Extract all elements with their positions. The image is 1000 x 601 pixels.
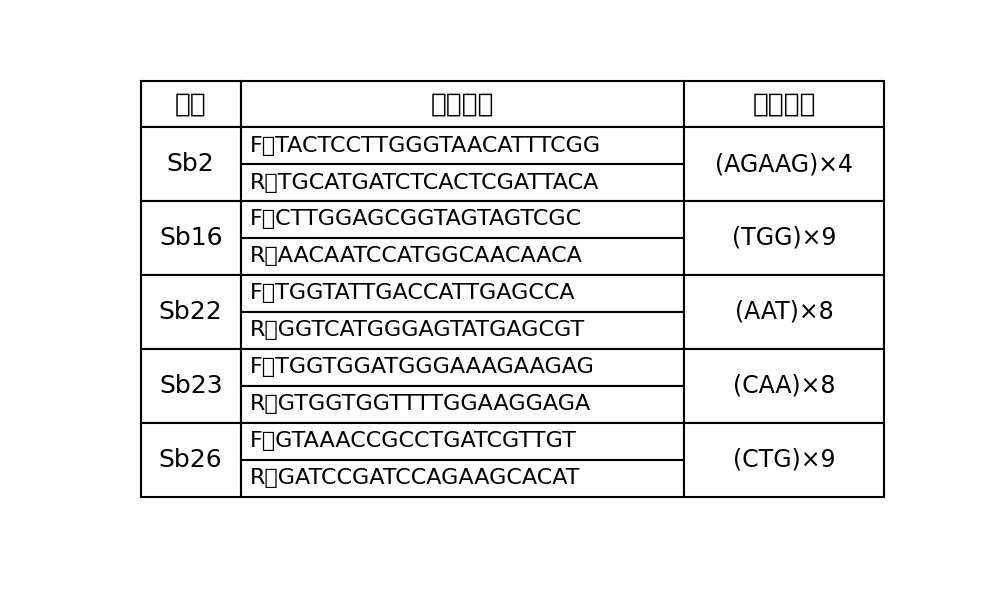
Bar bbox=[241, 238, 684, 275]
Bar bbox=[241, 81, 684, 127]
Bar bbox=[241, 201, 684, 238]
Text: 引物序列: 引物序列 bbox=[431, 91, 494, 117]
Bar bbox=[140, 275, 241, 349]
Bar bbox=[241, 312, 684, 349]
Bar bbox=[241, 349, 684, 386]
Bar bbox=[241, 386, 684, 423]
Text: 重复单元: 重复单元 bbox=[752, 91, 816, 117]
Bar bbox=[241, 423, 684, 460]
Bar bbox=[140, 127, 241, 201]
Text: Sb16: Sb16 bbox=[159, 226, 223, 250]
Bar bbox=[140, 201, 241, 275]
Bar bbox=[684, 201, 884, 275]
Text: F：TACTCCTTGGGTAACATTTCGG: F：TACTCCTTGGGTAACATTTCGG bbox=[250, 136, 601, 156]
Bar bbox=[140, 349, 241, 423]
Bar bbox=[140, 81, 241, 127]
Text: (AAT)×8: (AAT)×8 bbox=[735, 300, 833, 324]
Text: F：GTAAACCGCCTGATCGTTGT: F：GTAAACCGCCTGATCGTTGT bbox=[250, 432, 577, 451]
Text: (TGG)×9: (TGG)×9 bbox=[732, 226, 836, 250]
Text: F：TGGTATTGACCATTGAGCCA: F：TGGTATTGACCATTGAGCCA bbox=[250, 284, 576, 304]
Text: F：TGGTGGATGGGAAAGAAGAG: F：TGGTGGATGGGAAAGAAGAG bbox=[250, 358, 595, 377]
Text: Sb26: Sb26 bbox=[159, 448, 223, 472]
Text: R：GGTCATGGGAGTATGAGCGT: R：GGTCATGGGAGTATGAGCGT bbox=[250, 320, 585, 340]
Text: Sb22: Sb22 bbox=[159, 300, 223, 324]
Text: Sb2: Sb2 bbox=[167, 152, 215, 176]
Bar bbox=[140, 423, 241, 497]
Bar bbox=[684, 423, 884, 497]
Bar bbox=[684, 127, 884, 201]
Text: R：TGCATGATCTCACTCGATTACA: R：TGCATGATCTCACTCGATTACA bbox=[250, 172, 600, 192]
Bar bbox=[684, 275, 884, 349]
Text: F：CTTGGAGCGGTAGTAGTCGC: F：CTTGGAGCGGTAGTAGTCGC bbox=[250, 210, 582, 230]
Bar bbox=[684, 349, 884, 423]
Text: R：AACAATCCATGGCAACAACА: R：AACAATCCATGGCAACAACА bbox=[250, 246, 583, 266]
Text: (CAA)×8: (CAA)×8 bbox=[733, 374, 835, 398]
Text: (AGAAG)×4: (AGAAG)×4 bbox=[715, 152, 853, 176]
Text: Sb23: Sb23 bbox=[159, 374, 223, 398]
Text: 编号: 编号 bbox=[175, 91, 207, 117]
Bar bbox=[241, 164, 684, 201]
Bar bbox=[241, 460, 684, 497]
Text: R：GATCCGATCCAGAAGCACAT: R：GATCCGATCCAGAAGCACAT bbox=[250, 468, 581, 489]
Bar bbox=[684, 81, 884, 127]
Bar bbox=[241, 275, 684, 312]
Text: (CTG)×9: (CTG)×9 bbox=[733, 448, 835, 472]
Text: R：GTGGTGGTTTTGGAAGGAGA: R：GTGGTGGTTTTGGAAGGAGA bbox=[250, 394, 591, 414]
Bar bbox=[241, 127, 684, 164]
